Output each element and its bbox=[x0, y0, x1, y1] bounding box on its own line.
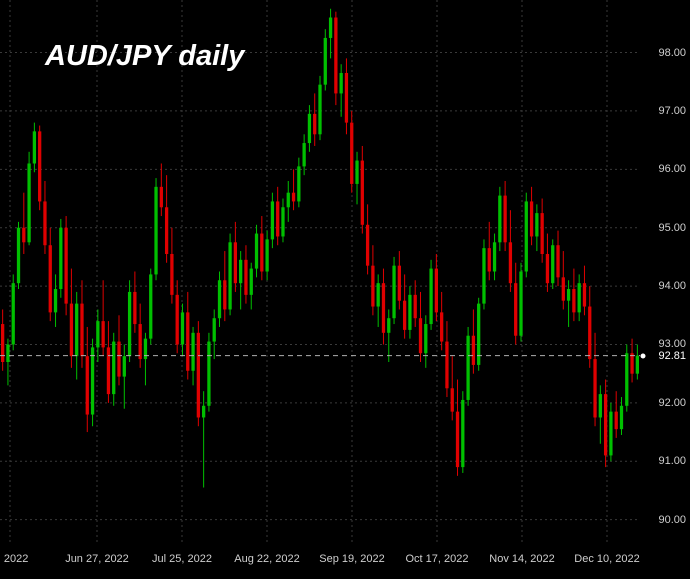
y-axis-tick-label: 95.00 bbox=[658, 221, 686, 234]
y-axis-tick-label: 96.00 bbox=[658, 163, 686, 176]
last-price-marker bbox=[640, 353, 646, 359]
y-axis: 90.00 91.00 92.00 93.00 94.00 95.00 96.00 97.00… bbox=[640, 0, 690, 543]
x-axis-tick-label: Oct 17, 2022 bbox=[405, 553, 469, 565]
y-axis-tick-label: 98.00 bbox=[658, 46, 686, 59]
candlestick-series bbox=[1, 8, 639, 488]
y-axis-tick-label: 91.00 bbox=[658, 455, 686, 468]
x-axis: 0, 2022 Jun 27, 2022 Jul 25, 2022 Aug 22, 2… bbox=[0, 543, 690, 579]
y-axis-tick-label: 97.00 bbox=[658, 104, 686, 117]
x-axis-tick-label: 0, 2022 bbox=[0, 553, 29, 565]
x-axis-tick-label: Nov 14, 2022 bbox=[489, 553, 555, 565]
x-axis-tick-label: Jul 25, 2022 bbox=[152, 553, 212, 565]
x-axis-tick-label: Jun 27, 2022 bbox=[65, 553, 129, 565]
x-axis-tick-label: Dec 10, 2022 bbox=[574, 553, 640, 565]
plot-area bbox=[0, 0, 640, 543]
y-axis-tick-label: 94.00 bbox=[658, 280, 686, 293]
x-axis-tick-label: Sep 19, 2022 bbox=[319, 553, 385, 565]
last-price-label: 92.81 bbox=[656, 348, 688, 363]
chart-title: AUD/JPY daily bbox=[45, 40, 245, 72]
x-axis-tick-label: Aug 22, 2022 bbox=[234, 553, 300, 565]
y-axis-tick-label: 93.00 bbox=[658, 338, 686, 351]
y-axis-tick-label: 90.00 bbox=[658, 513, 686, 526]
y-axis-tick-label: 92.00 bbox=[658, 396, 686, 409]
last-price-line bbox=[0, 355, 640, 357]
